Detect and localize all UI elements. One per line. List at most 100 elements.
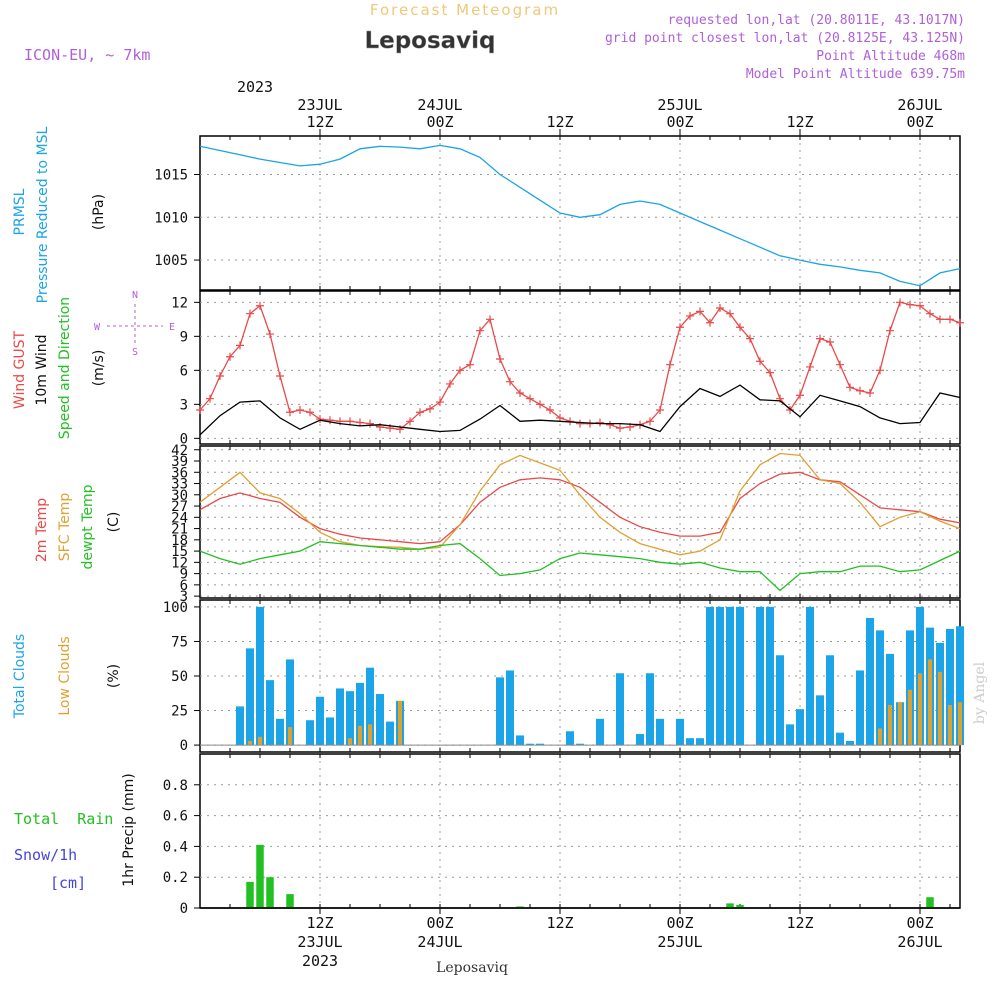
- total-cloud-bar: [906, 630, 914, 746]
- temp-panel-labels: 2m Temp SFC Temp dewpt Temp (C): [34, 484, 122, 569]
- top-hour-label: 12Z: [786, 113, 813, 131]
- gust-marker: [616, 424, 624, 433]
- rain-bar: [246, 881, 254, 908]
- y-tick-label: 0.4: [163, 839, 188, 855]
- gust-marker: [816, 334, 824, 343]
- y-tick-label: 9: [180, 567, 188, 583]
- total-cloud-bar: [356, 682, 364, 746]
- total-cloud-bar: [236, 706, 244, 746]
- gust-marker: [726, 309, 734, 318]
- gust-marker: [546, 406, 554, 414]
- temp-dewpt-label: dewpt Temp: [80, 484, 96, 569]
- point-altitude: Point Altitude 468m: [816, 49, 965, 64]
- y-tick-label: 100: [163, 600, 188, 616]
- gust-marker: [576, 419, 584, 428]
- total-cloud-bar: [736, 606, 744, 746]
- bottom-date-label: 24JUL: [417, 933, 462, 951]
- low-cloud-bar: [898, 702, 902, 746]
- gust-marker: [756, 357, 764, 366]
- rain-bar: [266, 877, 274, 908]
- gust-marker: [316, 415, 324, 424]
- bottom-hour-label: 12Z: [786, 914, 813, 932]
- total-cloud-bar: [516, 735, 524, 746]
- compass-s: S: [132, 347, 138, 358]
- total-cloud-bar: [496, 677, 504, 746]
- location-title: Leposaviq: [364, 28, 495, 54]
- top-hour-label: 00Z: [666, 113, 693, 131]
- total-cloud-bar: [376, 693, 384, 746]
- gust-marker: [236, 341, 244, 350]
- gust-marker: [876, 366, 884, 375]
- wind-unit: (m/s): [91, 350, 107, 387]
- gust-marker: [796, 391, 804, 400]
- gust-marker: [786, 406, 794, 414]
- low-cloud-bar: [368, 724, 372, 746]
- low-cloud-bar: [288, 727, 292, 746]
- gust-marker: [306, 408, 314, 417]
- total-cloud-bar: [796, 709, 804, 746]
- total-cloud-bar: [566, 731, 574, 746]
- wind-frame: [199, 290, 961, 445]
- watermark: by Angel: [972, 661, 988, 724]
- total-cloud-bar: [856, 670, 864, 746]
- total-cloud-bar: [326, 717, 334, 746]
- total-cloud-bar: [506, 670, 514, 746]
- y-tick-label: 1015: [154, 168, 188, 184]
- gust-marker: [426, 404, 434, 413]
- total-cloud-bar: [616, 673, 624, 746]
- rain-bar: [516, 906, 524, 908]
- total-cloud-bar: [366, 667, 374, 746]
- total-cloud-bar: [776, 655, 784, 746]
- gust-marker: [506, 377, 514, 386]
- pressure-label-prmsl: PRMSL: [12, 188, 28, 235]
- y-tick-label: 21: [171, 522, 188, 538]
- gust-marker: [466, 360, 474, 369]
- top-hour-label: 00Z: [426, 113, 453, 131]
- total-cloud-bar: [596, 718, 604, 746]
- y-tick-label: 24: [171, 510, 188, 526]
- gust-marker: [916, 301, 924, 310]
- sfc-temp-line: [199, 452, 961, 556]
- total-cloud-bar: [686, 738, 694, 746]
- bottom-year-label: 2023: [302, 952, 338, 970]
- gust-marker: [536, 400, 544, 409]
- gust-marker: [856, 386, 864, 395]
- y-tick-label: 18: [171, 533, 188, 549]
- low-cloud-bar: [928, 659, 932, 746]
- y-tick-label: 3: [180, 397, 188, 413]
- total-cloud-bar: [286, 659, 294, 746]
- total-cloud-bar: [676, 718, 684, 746]
- precip-panel-labels: Total Rain Snow/1h [cm] 1hr Precip (mm): [14, 773, 137, 892]
- gust-marker: [286, 408, 294, 417]
- precip-unit: 1hr Precip (mm): [121, 773, 137, 886]
- gust-marker: [526, 394, 534, 403]
- total-cloud-bar: [266, 680, 274, 746]
- y-tick-label: 0.8: [163, 778, 188, 794]
- gust-marker: [416, 408, 424, 417]
- y-tick-label: 12: [171, 555, 188, 571]
- rain-bar: [256, 844, 264, 908]
- y-tick-label: 12: [171, 295, 188, 311]
- total-cloud-bar: [726, 606, 734, 746]
- y-tick-label: 0: [180, 901, 188, 917]
- rain-bar: [736, 904, 744, 908]
- compass-e: E: [169, 322, 175, 333]
- y-tick-label: 36: [171, 465, 188, 481]
- y-tick-label: 75: [171, 634, 188, 650]
- low-cloud-bar: [358, 725, 362, 746]
- bottom-hour-label: 00Z: [426, 914, 453, 932]
- gust-marker: [886, 326, 894, 335]
- total-cloud-bar: [576, 743, 584, 746]
- gust-marker: [446, 379, 454, 388]
- gust-marker: [686, 311, 694, 320]
- temp-sfc-label: SFC Temp: [57, 493, 73, 562]
- gust-marker: [476, 326, 484, 335]
- pressure-frame: [199, 135, 961, 291]
- pressure-panel-labels: PRMSL Pressure Reduced to MSL (hPa): [12, 126, 107, 303]
- gust-marker: [676, 323, 684, 332]
- total-cloud-bar: [866, 617, 874, 746]
